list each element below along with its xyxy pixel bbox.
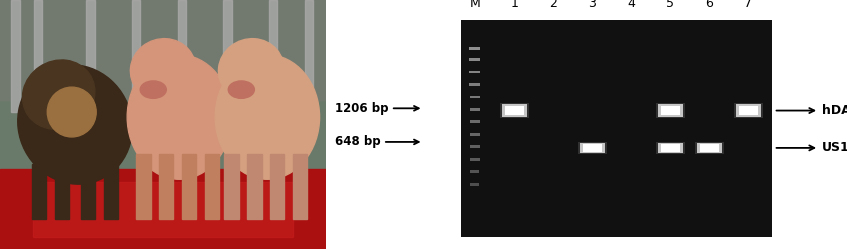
Text: US11: US11 — [777, 141, 847, 154]
Bar — [305, 0, 313, 112]
Bar — [661, 106, 680, 115]
Text: 6: 6 — [706, 0, 713, 10]
Bar — [469, 83, 480, 86]
Bar — [80, 164, 95, 219]
Bar — [583, 144, 602, 152]
Text: M: M — [469, 0, 480, 10]
Bar — [697, 143, 722, 153]
Bar — [159, 154, 174, 219]
Bar — [0, 169, 326, 249]
Bar — [470, 183, 479, 186]
Bar — [270, 154, 285, 219]
Bar — [86, 0, 95, 112]
Ellipse shape — [47, 87, 97, 137]
Bar — [470, 158, 479, 161]
Bar — [700, 144, 719, 152]
Ellipse shape — [215, 55, 319, 179]
Bar — [293, 154, 307, 219]
Bar — [32, 182, 294, 237]
Bar — [469, 58, 480, 61]
Bar — [11, 0, 19, 112]
Bar — [55, 164, 69, 219]
Text: 1206 bp: 1206 bp — [335, 102, 418, 115]
Bar — [501, 104, 528, 117]
Bar — [247, 154, 262, 219]
Bar — [103, 164, 118, 219]
Bar — [469, 96, 480, 98]
Ellipse shape — [130, 39, 196, 101]
Ellipse shape — [127, 55, 231, 179]
Text: 648 bp: 648 bp — [335, 135, 418, 148]
Bar — [469, 121, 479, 123]
Ellipse shape — [18, 65, 132, 184]
Bar — [658, 143, 684, 153]
Bar — [178, 0, 185, 112]
Bar — [269, 0, 277, 112]
Bar — [0, 0, 326, 100]
Text: 3: 3 — [589, 0, 596, 10]
Bar — [224, 154, 239, 219]
Bar — [469, 47, 480, 50]
Bar — [739, 106, 758, 115]
Text: 5: 5 — [667, 0, 674, 10]
Ellipse shape — [229, 81, 254, 98]
Bar — [579, 143, 606, 153]
Text: 2: 2 — [550, 0, 557, 10]
Bar — [656, 142, 685, 154]
Bar — [136, 154, 151, 219]
Bar — [470, 145, 479, 148]
Bar — [736, 104, 761, 117]
Text: 7: 7 — [745, 0, 752, 10]
Ellipse shape — [23, 60, 95, 129]
Bar — [462, 20, 772, 237]
Bar — [224, 0, 231, 112]
Bar — [505, 106, 524, 115]
Bar — [469, 108, 479, 111]
Bar — [656, 103, 685, 118]
Bar — [578, 142, 607, 154]
Bar — [500, 103, 529, 118]
Ellipse shape — [219, 39, 284, 101]
Bar — [205, 154, 219, 219]
Bar — [34, 0, 42, 112]
Text: 4: 4 — [628, 0, 635, 10]
Text: 1: 1 — [511, 0, 518, 10]
Bar — [132, 0, 141, 112]
Bar — [470, 133, 479, 136]
Bar — [695, 142, 724, 154]
Bar — [182, 154, 197, 219]
Bar — [32, 164, 47, 219]
Bar — [734, 103, 763, 118]
Ellipse shape — [141, 81, 166, 98]
Bar — [661, 144, 680, 152]
Bar — [470, 170, 479, 173]
Bar — [658, 104, 684, 117]
Bar — [469, 71, 480, 73]
Text: hDAF: hDAF — [777, 104, 847, 117]
